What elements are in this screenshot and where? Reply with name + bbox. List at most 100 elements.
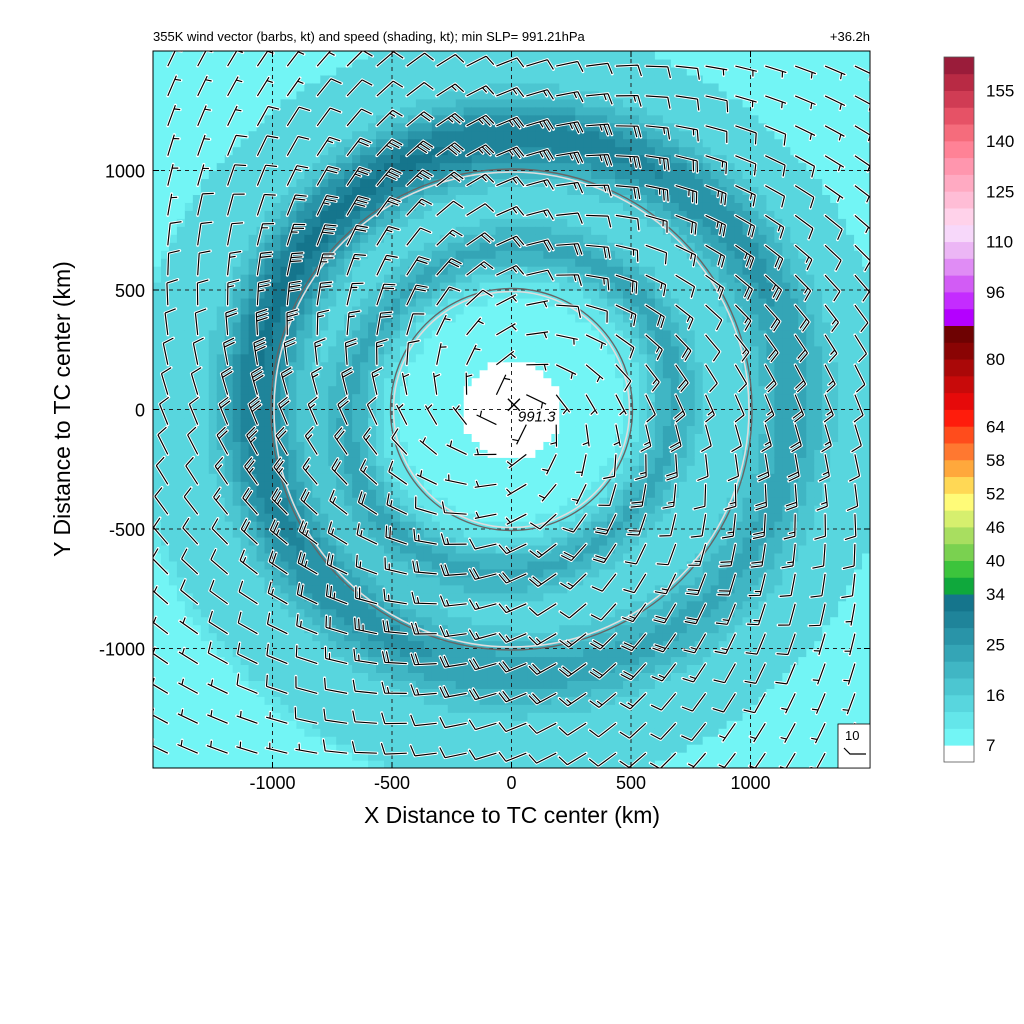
shade-cell [368, 505, 377, 514]
shade-cell [384, 640, 393, 650]
shade-cell [423, 329, 433, 339]
shade-cell [551, 194, 560, 203]
shade-cell [567, 608, 576, 618]
shade-cell [272, 178, 282, 188]
shade-cell [248, 82, 258, 92]
shade-cell [368, 632, 377, 642]
shade-cell [296, 736, 305, 745]
shade-cell [479, 552, 489, 562]
shade-cell [479, 529, 489, 538]
shade-cell [392, 489, 401, 498]
shade-cell [304, 393, 313, 403]
shade-cell [535, 353, 544, 363]
shade-cell [543, 210, 552, 219]
shade-cell [575, 568, 584, 578]
shade-cell [495, 592, 505, 602]
shade-cell [232, 505, 242, 514]
shade-cell [304, 568, 313, 578]
shade-cell [463, 465, 473, 474]
shade-cell [503, 114, 513, 124]
shade-cell [153, 138, 162, 148]
shade-cell [208, 425, 218, 434]
shade-cell [336, 321, 345, 331]
shade-cell [216, 704, 226, 713]
shade-cell [519, 194, 529, 203]
shade-cell [415, 321, 425, 331]
shade-cell [535, 130, 544, 140]
shade-cell [240, 712, 250, 721]
shade-cell [224, 704, 234, 713]
shade-cell [392, 664, 401, 673]
shade-cell [543, 329, 552, 339]
shade-cell [312, 608, 321, 618]
shade-cell [168, 632, 178, 642]
shade-cell [224, 632, 234, 642]
shade-cell [463, 162, 473, 172]
shade-cell [384, 258, 393, 267]
shade-cell [312, 513, 321, 522]
shade-cell [575, 465, 584, 474]
shade-cell [264, 329, 274, 339]
shade-cell [352, 568, 361, 578]
shade-cell [368, 752, 377, 761]
shade-cell [583, 377, 592, 387]
shade-cell [336, 560, 345, 570]
shade-cell [591, 441, 600, 450]
shade-cell [551, 74, 560, 84]
shade-cell [232, 632, 242, 642]
shade-cell [184, 202, 194, 211]
shade-cell [471, 712, 481, 721]
shade-cell [296, 664, 305, 673]
shade-cell [439, 353, 449, 363]
shade-cell [535, 513, 544, 522]
shade-cell [256, 664, 266, 673]
shade-cell [543, 66, 552, 76]
shade-cell [360, 664, 369, 673]
shade-cell [240, 58, 250, 68]
shade-cell [495, 218, 505, 227]
shade-cell [256, 473, 266, 482]
shade-cell [407, 672, 417, 681]
shade-cell [224, 51, 234, 60]
shade-cell [479, 162, 489, 172]
shade-cell [439, 616, 449, 626]
shade-cell [447, 250, 457, 259]
shade-cell [399, 513, 409, 522]
shade-cell [376, 648, 385, 658]
shade-cell [455, 616, 465, 626]
shade-cell [527, 154, 536, 164]
shade-cell [168, 616, 178, 626]
shade-cell [559, 744, 568, 753]
shade-cell [168, 321, 178, 331]
shade-cell [591, 457, 600, 466]
shade-cell [296, 584, 305, 594]
shade-cell [264, 274, 274, 283]
shade-cell [503, 377, 513, 387]
shade-cell [304, 608, 313, 618]
shade-cell [384, 290, 393, 299]
shade-cell [392, 457, 401, 466]
shade-cell [336, 616, 345, 626]
shade-cell [176, 640, 186, 650]
shade-cell [208, 680, 218, 689]
shade-cell [415, 162, 425, 172]
shade-cell [519, 544, 529, 554]
shade-cell [368, 106, 377, 116]
shade-cell [248, 417, 258, 427]
shade-cell [264, 409, 274, 419]
shade-cell [272, 728, 282, 737]
shade-cell [344, 242, 353, 251]
shade-cell [423, 146, 433, 156]
shade-cell [439, 385, 449, 395]
shade-cell [153, 58, 162, 68]
shade-cell [463, 576, 473, 586]
shade-cell [543, 250, 552, 259]
shade-cell [376, 656, 385, 666]
shade-cell [264, 290, 274, 299]
shade-cell [511, 608, 521, 618]
shade-cell [296, 329, 305, 339]
shade-cell [280, 648, 290, 658]
shade-cell [583, 218, 592, 227]
shade-cell [360, 154, 369, 164]
shade-cell [399, 234, 409, 243]
